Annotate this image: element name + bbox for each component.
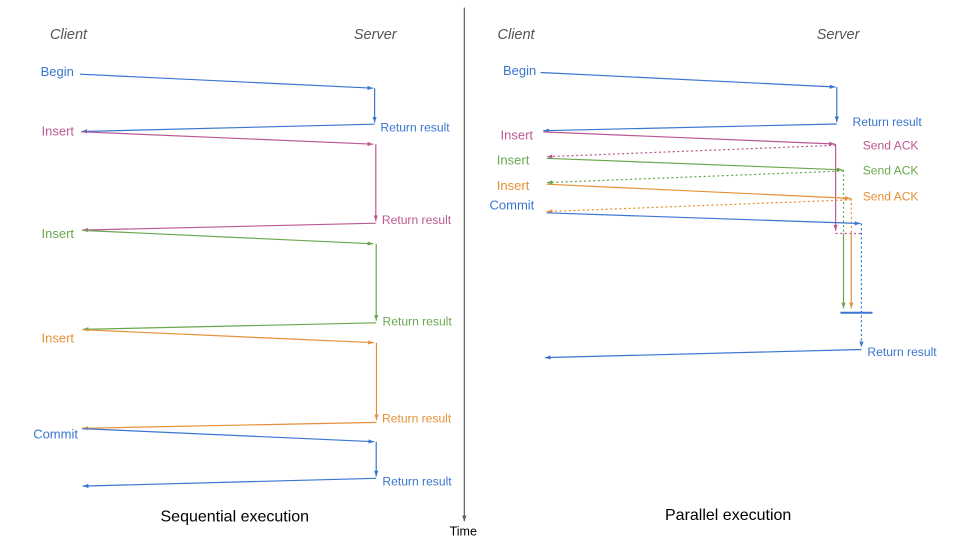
svg-text:Insert: Insert: [42, 123, 75, 138]
svg-text:Commit: Commit: [33, 427, 78, 442]
svg-text:Client: Client: [498, 27, 536, 43]
svg-text:Send ACK: Send ACK: [863, 189, 919, 203]
svg-text:Server: Server: [354, 27, 398, 43]
svg-text:Return result: Return result: [382, 213, 452, 227]
svg-text:Return result: Return result: [382, 475, 452, 489]
svg-text:Return result: Return result: [383, 314, 453, 328]
svg-text:Client: Client: [50, 27, 88, 43]
svg-text:Return result: Return result: [867, 345, 937, 359]
svg-text:Server: Server: [817, 27, 861, 43]
svg-text:Sequential execution: Sequential execution: [161, 508, 310, 525]
svg-text:Insert: Insert: [42, 331, 75, 346]
svg-text:Return result: Return result: [382, 412, 452, 426]
svg-text:Send ACK: Send ACK: [863, 163, 919, 177]
svg-text:Insert: Insert: [497, 178, 530, 193]
svg-text:Return result: Return result: [853, 115, 923, 129]
svg-text:Time: Time: [450, 524, 477, 538]
svg-text:Insert: Insert: [497, 152, 530, 167]
svg-text:Send ACK: Send ACK: [863, 139, 919, 153]
svg-text:Begin: Begin: [503, 63, 536, 78]
svg-text:Insert: Insert: [42, 226, 75, 241]
svg-text:Begin: Begin: [41, 64, 74, 79]
svg-text:Parallel execution: Parallel execution: [665, 507, 791, 524]
svg-text:Return result: Return result: [380, 120, 450, 134]
svg-text:Commit: Commit: [490, 198, 535, 213]
svg-text:Insert: Insert: [501, 128, 534, 143]
